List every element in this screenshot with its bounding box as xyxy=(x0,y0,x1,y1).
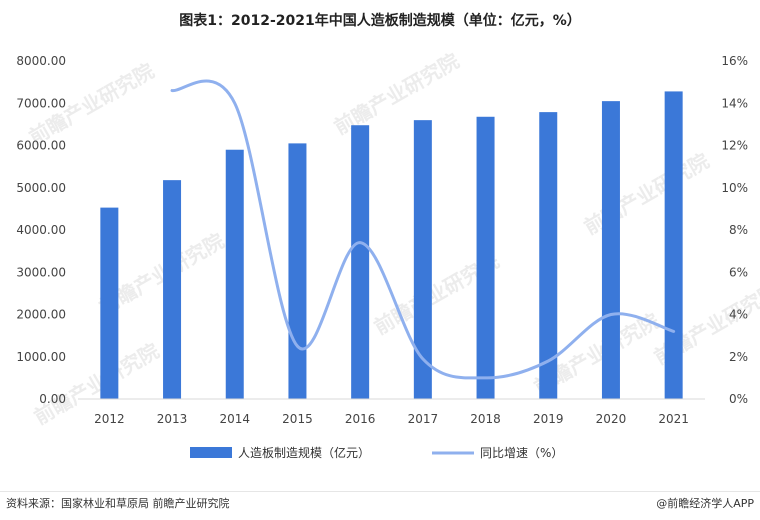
x-tick-label: 2012 xyxy=(94,412,125,426)
y-left-tick-label: 4000.00 xyxy=(16,223,66,237)
y-right-tick-label: 12% xyxy=(721,139,748,153)
watermark-text: 前瞻产业研究院 xyxy=(580,149,713,240)
x-tick-label: 2019 xyxy=(533,412,564,426)
y-left-tick-label: 6000.00 xyxy=(16,139,66,153)
y-right-tick-label: 6% xyxy=(729,265,748,279)
bar-2012 xyxy=(100,207,119,399)
brand-credit: @前瞻经济学人APP xyxy=(656,497,754,510)
y-right-tick-label: 16% xyxy=(721,54,748,68)
x-tick-label: 2021 xyxy=(658,412,689,426)
x-tick-label: 2013 xyxy=(157,412,188,426)
legend-bar-swatch xyxy=(190,447,232,458)
y-left-tick-label: 1000.00 xyxy=(16,350,66,364)
bar-2014 xyxy=(225,149,244,399)
y-left-tick-label: 5000.00 xyxy=(16,181,66,195)
legend-line-label: 同比增速（%） xyxy=(480,446,563,460)
x-tick-label: 2017 xyxy=(408,412,439,426)
axes: 0.00 1000.00 2000.00 3000.00 4000.00 5000.00 6… xyxy=(16,54,748,426)
y-left-tick-label: 2000.00 xyxy=(16,308,66,322)
bar-2016 xyxy=(351,125,370,399)
x-tick-label: 2018 xyxy=(470,412,501,426)
y-right-tick-label: 8% xyxy=(729,223,748,237)
x-tick-label: 2016 xyxy=(345,412,376,426)
x-tick-label: 2014 xyxy=(219,412,250,426)
bar-series xyxy=(100,91,683,400)
y-left-tick-label: 3000.00 xyxy=(16,265,66,279)
x-tick-label: 2020 xyxy=(596,412,627,426)
bar-2015 xyxy=(288,143,307,399)
bar-2018 xyxy=(476,116,495,400)
x-tick-label: 2015 xyxy=(282,412,313,426)
y-left-tick-label: 7000.00 xyxy=(16,96,66,110)
source-note: 资料来源：国家林业和草原局 前瞻产业研究院 xyxy=(6,497,230,510)
bar-2019 xyxy=(539,112,558,399)
bar-2020 xyxy=(601,101,620,399)
y-left-tick-label: 8000.00 xyxy=(16,54,66,68)
legend-bar-label: 人造板制造规模（亿元） xyxy=(238,445,370,460)
chart-title: 图表1：2012-2021年中国人造板制造规模（单位：亿元，%） xyxy=(179,13,581,29)
y-left-tick-label: 0.00 xyxy=(39,392,66,406)
y-right-tick-label: 10% xyxy=(721,181,748,195)
bar-2017 xyxy=(413,120,432,400)
bar-2013 xyxy=(163,180,182,399)
y-right-tick-label: 14% xyxy=(721,96,748,110)
growth-line xyxy=(170,79,676,380)
line-series xyxy=(170,79,676,380)
y-right-tick-label: 4% xyxy=(729,308,748,322)
footer: 资料来源：国家林业和草原局 前瞻产业研究院 @前瞻经济学人APP xyxy=(0,491,760,514)
legend: 人造板制造规模（亿元） 同比增速（%） xyxy=(190,445,563,460)
bar-2021 xyxy=(664,91,683,400)
watermark-text: 前瞻产业研究院 xyxy=(330,49,463,140)
y-right-tick-label: 2% xyxy=(729,350,748,364)
y-right-tick-label: 0% xyxy=(729,392,748,406)
